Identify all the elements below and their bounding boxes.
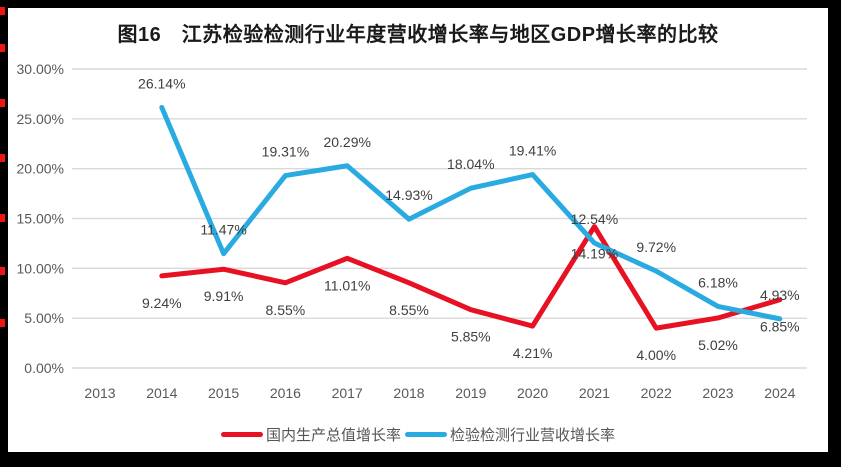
legend: 国内生产总值增长率 检验检测行业营收增长率 [8, 424, 828, 445]
data-label: 11.47% [200, 222, 246, 238]
y-axis-tick-label: 20.00% [17, 161, 64, 177]
chart-card: 图16 江苏检验检测行业年度营收增长率与地区GDP增长率的比较 30.00% 25… [8, 8, 828, 452]
y-axis-tick-label: 10.00% [17, 260, 64, 276]
data-label: 6.18% [698, 274, 738, 290]
data-label: 5.02% [698, 337, 738, 353]
y-axis-tick-label: 0.00% [24, 360, 64, 376]
x-axis-tick-label: 2024 [764, 385, 795, 401]
data-label: 6.85% [760, 319, 800, 335]
industry-line-swatch-icon [405, 432, 447, 437]
data-label: 11.01% [324, 277, 370, 293]
line-chart: 30.00% 25.00% 20.00% 15.00% 10.00% 5.00% 0.00%… [17, 61, 807, 401]
series-line-industry [159, 104, 783, 322]
data-label: 4.93% [760, 287, 800, 303]
chart-title: 图16 江苏检验检测行业年度营收增长率与地区GDP增长率的比较 [117, 24, 719, 46]
x-axis-tick-label: 2017 [332, 385, 363, 401]
data-label: 18.04% [447, 156, 494, 172]
red-edge-mark [0, 7, 5, 15]
gdp-line-swatch-icon [220, 432, 263, 437]
red-edge-mark [0, 267, 5, 275]
red-edge-mark [0, 214, 5, 222]
x-axis-tick-label: 2018 [393, 385, 424, 401]
data-label: 5.85% [451, 329, 491, 345]
data-label: 8.55% [266, 302, 306, 318]
legend-label-industry: 检验检测行业营收增长率 [450, 427, 616, 444]
y-axis-tick-label: 15.00% [17, 211, 64, 227]
x-axis-tick-label: 2021 [579, 385, 610, 401]
data-label: 9.24% [142, 295, 182, 311]
data-label: 20.29% [323, 134, 370, 150]
x-axis-tick-label: 2020 [517, 385, 548, 401]
legend-label-gdp: 国内生产总值增长率 [265, 427, 401, 444]
x-axis-tick-label: 2013 [84, 385, 115, 401]
data-label: 8.55% [389, 302, 429, 318]
red-edge-mark [0, 99, 5, 107]
x-axis-tick-label: 2016 [270, 385, 301, 401]
x-axis-tick-label: 2014 [146, 385, 177, 401]
data-label: 19.31% [262, 144, 309, 160]
data-label: 4.21% [513, 345, 553, 361]
x-axis-tick-label: 2023 [702, 385, 733, 401]
data-label: 9.91% [204, 288, 244, 304]
data-label: 19.41% [509, 143, 556, 159]
x-axis-tick-label: 2015 [208, 385, 239, 401]
legend-item-gdp: 国内生产总值增长率 [220, 424, 401, 445]
data-label: 14.93% [385, 187, 432, 203]
red-edge-mark [0, 44, 5, 52]
x-axis-tick-label: 2022 [641, 385, 672, 401]
data-label: 4.00% [636, 347, 676, 363]
red-edge-mark [0, 319, 5, 327]
data-label: 12.54% [571, 211, 618, 227]
y-axis-tick-label: 25.00% [17, 111, 64, 127]
red-edge-mark [0, 154, 5, 162]
x-axis-tick-label: 2019 [455, 385, 486, 401]
data-label: 9.72% [636, 239, 676, 255]
y-axis-tick-label: 30.00% [17, 61, 64, 77]
data-label: 14.19% [571, 246, 618, 262]
legend-item-industry: 检验检测行业营收增长率 [405, 424, 615, 445]
y-axis-tick-label: 5.00% [24, 310, 64, 326]
series-line-gdp [159, 224, 783, 331]
data-label: 26.14% [138, 75, 185, 91]
